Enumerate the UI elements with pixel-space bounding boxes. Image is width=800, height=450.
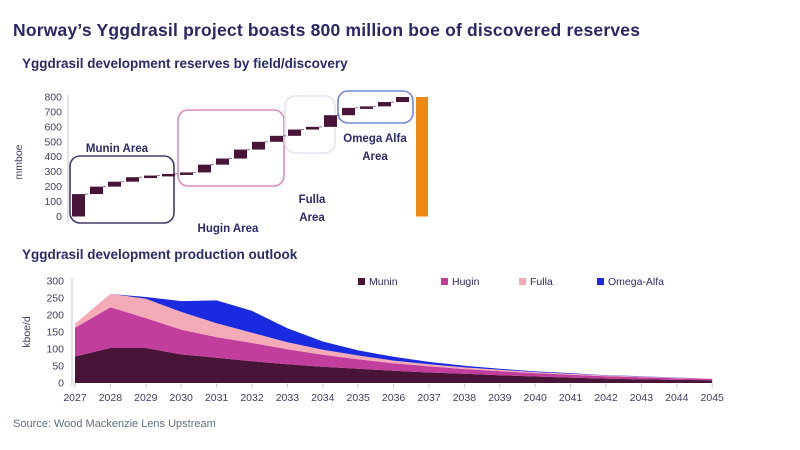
area-series-fulla	[75, 293, 713, 379]
production-x-tick: 2038	[453, 392, 477, 404]
group-label-hugin-area: Hugin Area	[198, 223, 260, 235]
source-note: Source: Wood Mackenzie Lens Upstream	[13, 418, 216, 430]
waterfall-segment	[342, 107, 355, 116]
reserves-y-tick: 200	[44, 181, 62, 193]
waterfall-segment	[378, 102, 391, 107]
area-series-munin	[75, 348, 713, 383]
legend-swatch-munin	[358, 278, 365, 285]
area-series-hugin	[75, 307, 713, 381]
production-x-tick: 2027	[63, 392, 87, 404]
reserves-waterfall-chart: 0 100 200 300 400 500 600 700 800 mmboe Munin Area…	[13, 90, 428, 235]
production-y-tick: 100	[46, 344, 64, 356]
production-x-tick: 2043	[630, 392, 654, 404]
production-y-tick: 300	[46, 276, 64, 288]
reserves-y-tick: 800	[44, 91, 62, 103]
legend-label-munin: Munin	[369, 276, 398, 288]
reserves-y-tick: 400	[44, 151, 62, 163]
group-label-omega-alfa-area: Area	[362, 151, 388, 163]
production-x-tick: 2035	[347, 392, 371, 404]
waterfall-segment	[216, 158, 229, 165]
reserves-y-tick: 700	[44, 106, 62, 118]
production-y-tick: 0	[58, 378, 64, 390]
waterfall-segment	[234, 149, 247, 159]
waterfall-segment	[288, 129, 301, 136]
production-x-tick: 2029	[134, 392, 158, 404]
waterfall-segment	[324, 115, 337, 127]
waterfall-segment	[198, 164, 211, 173]
reserves-y-tick: 0	[56, 211, 62, 223]
production-x-tick: 2041	[559, 392, 583, 404]
production-x-tick: 2040	[524, 392, 548, 404]
reserves-y-tick: 100	[44, 196, 62, 208]
waterfall-segment	[90, 186, 103, 195]
waterfall-segment	[306, 126, 319, 130]
group-box-munin-area	[69, 155, 175, 224]
production-y-tick: 250	[46, 293, 64, 305]
waterfall-segment	[270, 135, 283, 142]
legend-swatch-omega-alfa	[597, 278, 604, 285]
production-x-tick: 2044	[665, 392, 689, 404]
production-x-tick: 2034	[311, 392, 335, 404]
reserves-y-tick: 500	[44, 136, 62, 148]
legend-swatch-hugin	[441, 278, 448, 285]
reserves-y-tick: 600	[44, 121, 62, 133]
group-label-fulla-area: Fulla	[299, 194, 326, 206]
production-y-axis-label: kboe/d	[21, 316, 33, 348]
waterfall-segment	[144, 175, 157, 179]
production-x-tick: 2031	[205, 392, 229, 404]
page-title: Norway’s Yggdrasil project boasts 800 mi…	[13, 20, 641, 40]
production-y-tick: 50	[52, 361, 64, 373]
total-reserves-bar	[416, 96, 428, 217]
legend-label-fulla: Fulla	[530, 276, 553, 288]
production-y-tick: 200	[46, 310, 64, 322]
production-x-tick: 2032	[240, 392, 264, 404]
production-x-tick: 2045	[701, 392, 725, 404]
area-series-omega-alfa	[75, 293, 713, 379]
production-x-tick: 2033	[276, 392, 300, 404]
waterfall-segment	[72, 194, 85, 217]
production-x-tick: 2036	[382, 392, 406, 404]
group-box-omega-alfa-area	[337, 90, 414, 124]
legend-swatch-fulla	[519, 278, 526, 285]
group-label-munin-area: Munin Area	[86, 143, 149, 155]
reserves-y-tick: 300	[44, 166, 62, 178]
production-x-tick: 2028	[99, 392, 123, 404]
waterfall-segment	[162, 173, 175, 177]
legend-label-hugin: Hugin	[452, 276, 480, 288]
group-box-hugin-area	[177, 109, 285, 187]
waterfall-segment	[252, 141, 265, 150]
group-label-omega-alfa-area: Omega Alfa	[343, 133, 407, 145]
group-label-fulla-area: Area	[299, 212, 325, 224]
production-x-tick: 2039	[488, 392, 512, 404]
reserves-chart-title: Yggdrasil development reserves by field/…	[22, 56, 348, 71]
waterfall-segment	[180, 172, 193, 175]
production-y-tick: 150	[46, 327, 64, 339]
waterfall-segment	[126, 177, 139, 182]
reserves-y-axis-label: mmboe	[13, 144, 25, 179]
production-chart-title: Yggdrasil development production outlook	[22, 247, 298, 262]
production-x-tick: 2030	[170, 392, 194, 404]
waterfall-segment	[360, 106, 373, 109]
production-x-tick: 2042	[594, 392, 618, 404]
waterfall-segment	[396, 96, 409, 103]
production-area-chart: 0 50 100 150 200 250 300 kboe/d 2027 2028 2029 2030…	[21, 276, 725, 405]
waterfall-segment	[108, 181, 121, 187]
legend-label-omega-alfa: Omega-Alfa	[608, 276, 664, 288]
production-x-tick: 2037	[417, 392, 441, 404]
